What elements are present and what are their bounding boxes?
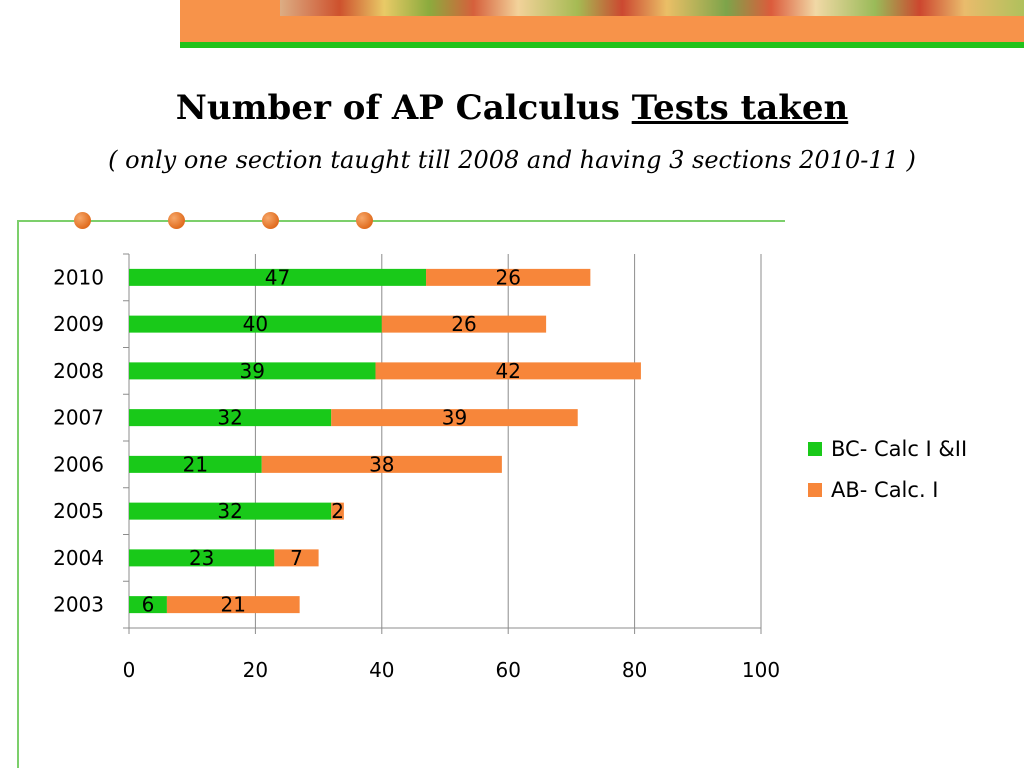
banner-orange-strip bbox=[180, 16, 1024, 42]
bar-segment bbox=[261, 455, 502, 473]
bar-segment bbox=[129, 502, 332, 520]
banner-decorative-image bbox=[280, 0, 1024, 16]
y-tick-label: 2010 bbox=[53, 265, 104, 289]
data-label: 6 bbox=[142, 593, 155, 617]
data-label: 47 bbox=[265, 265, 290, 289]
bar-segment bbox=[129, 549, 275, 567]
legend-item-ab: AB- Calc. I bbox=[808, 478, 938, 502]
data-label: 38 bbox=[369, 452, 394, 476]
y-tick-label: 2008 bbox=[53, 359, 104, 383]
header-banner bbox=[180, 0, 1024, 50]
decorative-dot bbox=[74, 212, 91, 229]
decorative-dot bbox=[262, 212, 279, 229]
y-tick-label: 2003 bbox=[53, 593, 104, 617]
banner-green-line bbox=[180, 42, 1024, 48]
decorative-dot bbox=[356, 212, 373, 229]
x-tick-label: 0 bbox=[123, 658, 136, 682]
legend-item-bc: BC- Calc I &II bbox=[808, 437, 967, 461]
data-label: 23 bbox=[189, 546, 214, 570]
data-label: 39 bbox=[240, 359, 265, 383]
data-label: 39 bbox=[442, 406, 467, 430]
x-tick-label: 60 bbox=[495, 658, 520, 682]
legend-label-bc: BC- Calc I &II bbox=[831, 437, 968, 461]
x-tick-label: 100 bbox=[742, 658, 780, 682]
bar-segment bbox=[166, 596, 300, 614]
data-label: 21 bbox=[221, 593, 246, 617]
data-label: 42 bbox=[495, 359, 520, 383]
legend-swatch-bc bbox=[808, 442, 822, 456]
data-label: 7 bbox=[290, 546, 303, 570]
bar-segment bbox=[375, 362, 641, 380]
title-main: Number of AP Calculus bbox=[175, 88, 632, 128]
data-label: 26 bbox=[495, 265, 520, 289]
frame-top-line bbox=[17, 220, 785, 222]
x-tick-label: 80 bbox=[622, 658, 647, 682]
data-label: 2 bbox=[331, 499, 344, 523]
bar-segment bbox=[129, 596, 167, 614]
data-label: 26 bbox=[451, 312, 476, 336]
x-tick-label: 40 bbox=[369, 658, 394, 682]
bar-segment bbox=[331, 409, 578, 427]
bar-segment bbox=[381, 315, 547, 333]
bar-segment bbox=[331, 502, 344, 520]
y-tick-label: 2005 bbox=[53, 499, 104, 523]
data-label: 21 bbox=[183, 452, 208, 476]
legend-label-ab: AB- Calc. I bbox=[831, 478, 939, 502]
bar-segment bbox=[129, 268, 427, 286]
data-label: 32 bbox=[217, 499, 242, 523]
x-tick-label: 20 bbox=[243, 658, 268, 682]
y-tick-label: 2004 bbox=[53, 546, 104, 570]
bar-segment bbox=[129, 362, 376, 380]
y-tick-label: 2007 bbox=[53, 406, 104, 430]
legend-swatch-ab bbox=[808, 483, 822, 497]
bar-segment bbox=[274, 549, 319, 567]
slide-subtitle: ( only one section taught till 2008 and … bbox=[108, 146, 916, 174]
data-label: 40 bbox=[243, 312, 268, 336]
data-label: 32 bbox=[217, 406, 242, 430]
y-tick-label: 2009 bbox=[53, 312, 104, 336]
y-tick-label: 2006 bbox=[53, 452, 104, 476]
bar-segment bbox=[129, 315, 382, 333]
bar-segment bbox=[426, 268, 591, 286]
title-underlined: Tests taken bbox=[631, 88, 849, 128]
bar-segment bbox=[129, 409, 332, 427]
decorative-dot bbox=[168, 212, 185, 229]
frame-left-line bbox=[17, 220, 19, 768]
bar-segment bbox=[129, 455, 262, 473]
slide-title: Number of AP Calculus Tests taken bbox=[0, 88, 1024, 128]
